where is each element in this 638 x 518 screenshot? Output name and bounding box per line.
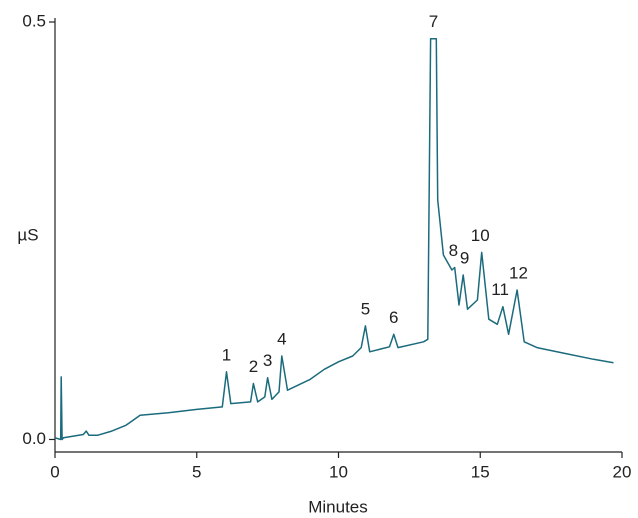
peak-label: 7 [429, 12, 438, 31]
y-tick-label: 0.5 [22, 11, 46, 30]
x-tick-label: 0 [50, 462, 59, 481]
peak-label: 4 [277, 329, 286, 348]
y-tick-label: 0.0 [22, 429, 46, 448]
peak-label: 9 [460, 248, 469, 267]
chromatogram-line [54, 37, 614, 441]
y-axis-label: µS [17, 225, 38, 244]
peak-label: 8 [449, 241, 458, 260]
x-tick-label: 15 [471, 462, 490, 481]
peak-label: 1 [222, 345, 231, 364]
x-tick-label: 5 [192, 462, 201, 481]
peak-label: 12 [509, 264, 528, 283]
peak-label: 11 [491, 280, 509, 299]
peak-label: 5 [361, 299, 370, 318]
peak-label: 6 [389, 308, 398, 327]
peak-label: 3 [263, 351, 272, 370]
peak-label: 2 [249, 357, 258, 376]
x-tick-label: 10 [329, 462, 348, 481]
x-axis-label: Minutes [308, 497, 368, 516]
peak-label: 10 [471, 226, 490, 245]
x-tick-label: 20 [613, 462, 632, 481]
